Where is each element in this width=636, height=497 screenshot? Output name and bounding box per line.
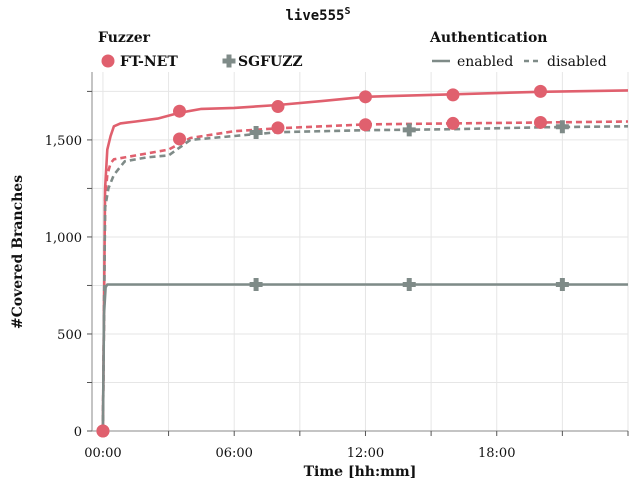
series-point-circle <box>446 116 460 130</box>
series-point-circle <box>271 100 285 114</box>
series-point-plus <box>555 277 569 291</box>
series-point-plus <box>555 120 569 134</box>
x-ticks: 00:00 06:00 12:00 18:00 <box>84 431 629 461</box>
series-point-plus <box>249 277 263 291</box>
y-tick-label: 0 <box>74 425 82 440</box>
y-tick-label: 1,000 <box>45 231 82 246</box>
series-line <box>101 120 629 432</box>
series-point-plus <box>249 126 263 140</box>
series-point-circle <box>173 132 187 146</box>
series-point-plus <box>402 123 416 137</box>
series-point-plus <box>402 277 416 291</box>
legend-sgfuzz-label: SGFUZZ <box>238 54 303 70</box>
series-point-circle <box>358 90 372 104</box>
legend-disabled-label: disabled <box>547 54 607 70</box>
series-layer <box>96 84 629 438</box>
series-point-circle <box>96 424 110 438</box>
series-point-circle <box>358 118 372 132</box>
chart-title-superscript: S <box>344 6 350 17</box>
x-tick-label: 12:00 <box>347 446 384 461</box>
legend-ftnet-marker <box>101 54 115 68</box>
series-point-circle <box>533 84 547 98</box>
chart-title: live555S <box>285 6 350 24</box>
x-tick-label: 06:00 <box>215 446 252 461</box>
legend-auth-title: Authentication <box>429 30 547 46</box>
series-point-circle <box>446 88 460 102</box>
series-point-circle <box>271 121 285 135</box>
legend-sgfuzz-marker <box>222 54 236 68</box>
chart-title-main: live555 <box>285 8 344 24</box>
legend: Fuzzer FT-NET SGFUZZ Authentication enab… <box>98 30 607 70</box>
legend-fuzzer-title: Fuzzer <box>98 30 151 46</box>
plot-area: 00:00 06:00 12:00 18:00 0 500 1,000 1,500 <box>45 72 629 461</box>
series-point-circle <box>173 104 187 118</box>
y-tick-label: 1,500 <box>45 134 82 149</box>
legend-enabled-label: enabled <box>457 54 513 70</box>
y-axis-label: #Covered Branches <box>10 175 26 329</box>
y-ticks: 0 500 1,000 1,500 <box>45 90 92 440</box>
series-point-circle <box>533 115 547 129</box>
x-tick-label: 00:00 <box>84 446 121 461</box>
y-tick-label: 500 <box>57 328 82 343</box>
x-tick-label: 18:00 <box>478 446 515 461</box>
series-line <box>101 125 629 432</box>
x-axis-label: Time [hh:mm] <box>304 464 417 480</box>
legend-ftnet-label: FT-NET <box>120 54 178 70</box>
